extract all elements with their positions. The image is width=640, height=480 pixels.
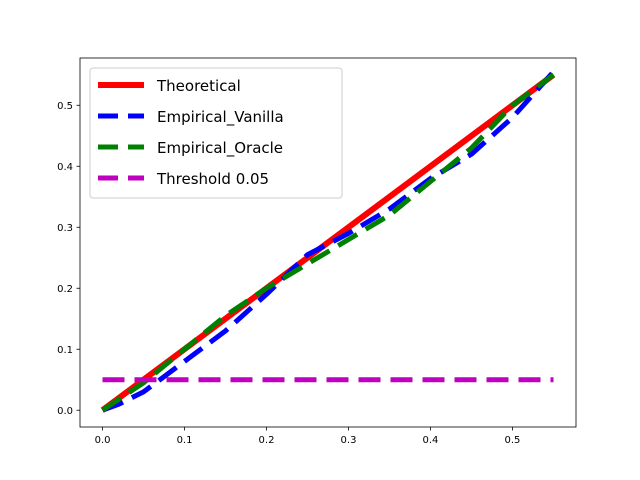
x-tick-label: 0.4 [423,435,439,446]
legend: Theoretical Empirical_Vanilla Empirical_Or… [89,67,343,199]
series-line-theoretical [100,72,556,413]
legend-label: Theoretical [156,77,241,95]
plot-frame [79,57,577,428]
legend-label: Empirical_Oracle [157,139,283,158]
x-tick-label: 0.3 [341,435,357,446]
x-tick-label: 0.0 [95,435,111,446]
y-tick-label: 0.5 [57,101,73,112]
series-layer [100,70,556,413]
y-tick-label: 0.4 [57,162,73,173]
x-tick-label: 0.2 [259,435,275,446]
legend-box [89,67,343,199]
legend-label: Empirical_Vanilla [157,108,284,127]
x-tick-label: 0.1 [177,435,193,446]
y-tick-label: 0.0 [57,406,73,417]
y-tick-label: 0.2 [57,284,73,295]
y-tick-label: 0.3 [57,223,73,234]
legend-label: Threshold 0.05 [156,170,269,188]
series-line-empirical-oracle [101,72,555,413]
axis-layer: 0.0 0.1 0.2 0.3 0.4 0.5 0.0 0.1 0.2 0.3 0.4 0.5 [57,101,520,446]
y-tick-label: 0.1 [57,345,73,356]
x-tick-label: 0.5 [505,435,521,446]
